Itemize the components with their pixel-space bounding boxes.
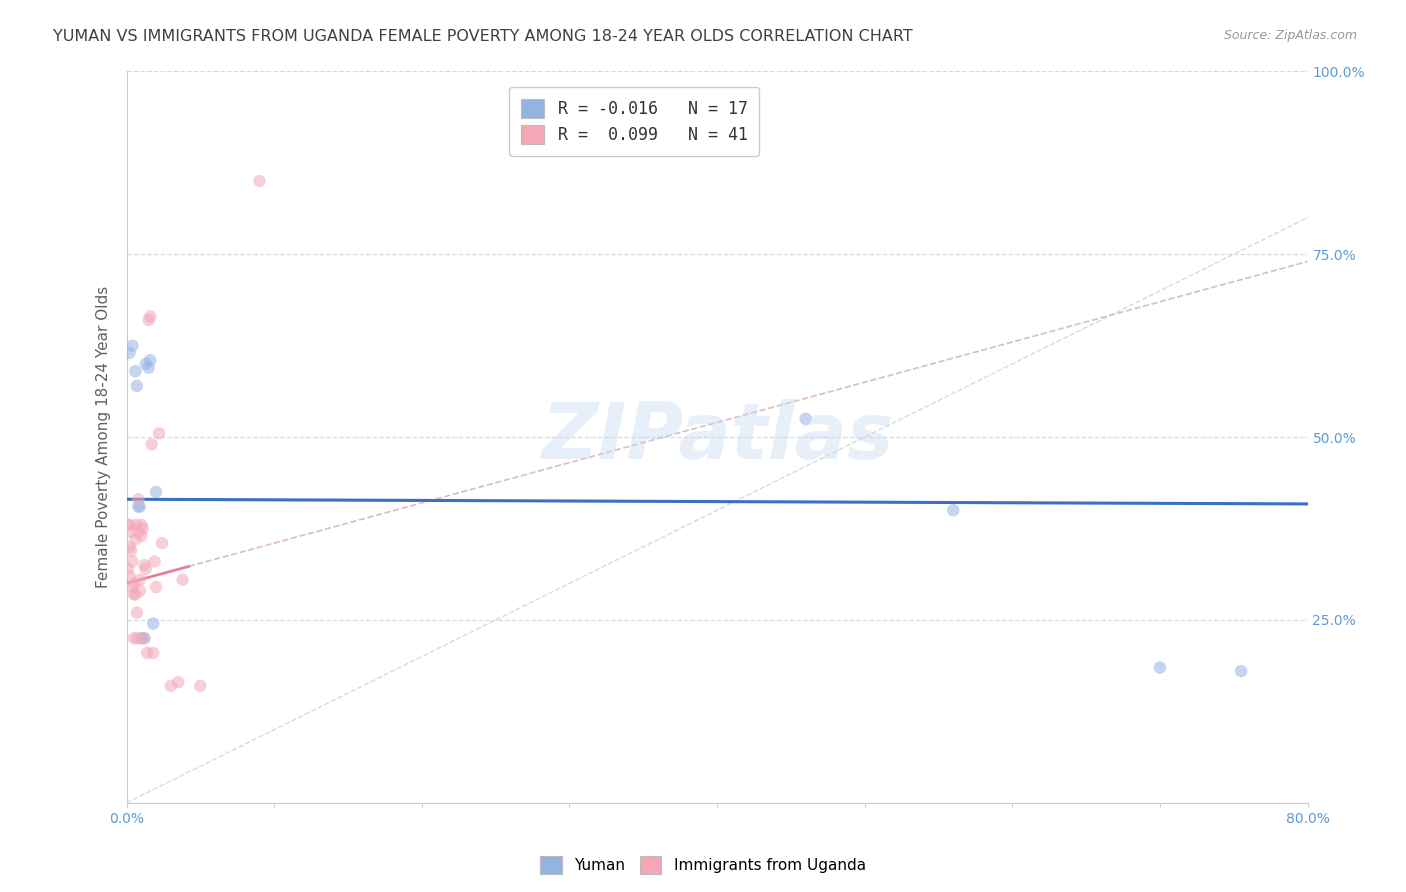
Point bbox=[141, 437, 163, 451]
Point bbox=[118, 346, 141, 360]
Point bbox=[127, 492, 149, 507]
Point bbox=[794, 412, 817, 426]
Point bbox=[117, 562, 139, 576]
Point bbox=[143, 554, 166, 568]
Point bbox=[125, 379, 148, 393]
Point bbox=[134, 632, 156, 646]
Point bbox=[145, 485, 167, 500]
Point bbox=[124, 364, 146, 378]
Point bbox=[1230, 664, 1253, 678]
Point bbox=[128, 573, 150, 587]
Point bbox=[117, 517, 139, 532]
Point bbox=[1149, 660, 1171, 674]
Text: Source: ZipAtlas.com: Source: ZipAtlas.com bbox=[1223, 29, 1357, 42]
Point bbox=[120, 543, 142, 558]
Point bbox=[139, 353, 162, 368]
Point bbox=[172, 573, 194, 587]
Legend: Yuman, Immigrants from Uganda: Yuman, Immigrants from Uganda bbox=[534, 850, 872, 880]
Legend: R = -0.016   N = 17, R =  0.099   N = 41: R = -0.016 N = 17, R = 0.099 N = 41 bbox=[509, 87, 759, 155]
Point bbox=[128, 500, 150, 514]
Point bbox=[142, 616, 165, 631]
Point bbox=[138, 360, 160, 375]
Point bbox=[188, 679, 212, 693]
Point bbox=[135, 562, 157, 576]
Point bbox=[128, 583, 150, 598]
Point bbox=[122, 576, 145, 591]
Point bbox=[121, 580, 143, 594]
Point bbox=[120, 525, 142, 540]
Point bbox=[942, 503, 965, 517]
Point bbox=[132, 521, 155, 535]
Text: YUMAN VS IMMIGRANTS FROM UGANDA FEMALE POVERTY AMONG 18-24 YEAR OLDS CORRELATION: YUMAN VS IMMIGRANTS FROM UGANDA FEMALE P… bbox=[53, 29, 912, 44]
Point bbox=[249, 174, 271, 188]
Point bbox=[127, 525, 149, 540]
Point bbox=[122, 632, 145, 646]
Point bbox=[122, 587, 145, 601]
Point bbox=[167, 675, 190, 690]
Point bbox=[139, 310, 162, 324]
Point bbox=[124, 587, 146, 601]
Point bbox=[121, 338, 143, 352]
Point bbox=[129, 632, 153, 646]
Point bbox=[121, 554, 143, 568]
Point bbox=[138, 313, 160, 327]
Point bbox=[136, 646, 159, 660]
Point bbox=[129, 529, 153, 543]
Point bbox=[125, 632, 148, 646]
Point bbox=[134, 632, 156, 646]
Point bbox=[134, 558, 156, 573]
Point bbox=[148, 426, 170, 441]
Point bbox=[127, 500, 149, 514]
Point bbox=[145, 580, 167, 594]
Point bbox=[142, 646, 165, 660]
Point bbox=[135, 357, 157, 371]
Point bbox=[118, 540, 141, 554]
Point bbox=[118, 517, 141, 532]
Point bbox=[124, 533, 146, 547]
Point bbox=[160, 679, 183, 693]
Point bbox=[125, 517, 148, 532]
Point bbox=[150, 536, 173, 550]
Text: ZIPatlas: ZIPatlas bbox=[541, 399, 893, 475]
Point bbox=[129, 517, 153, 532]
Point bbox=[125, 606, 148, 620]
Point bbox=[118, 569, 141, 583]
Y-axis label: Female Poverty Among 18-24 Year Olds: Female Poverty Among 18-24 Year Olds bbox=[96, 286, 111, 588]
